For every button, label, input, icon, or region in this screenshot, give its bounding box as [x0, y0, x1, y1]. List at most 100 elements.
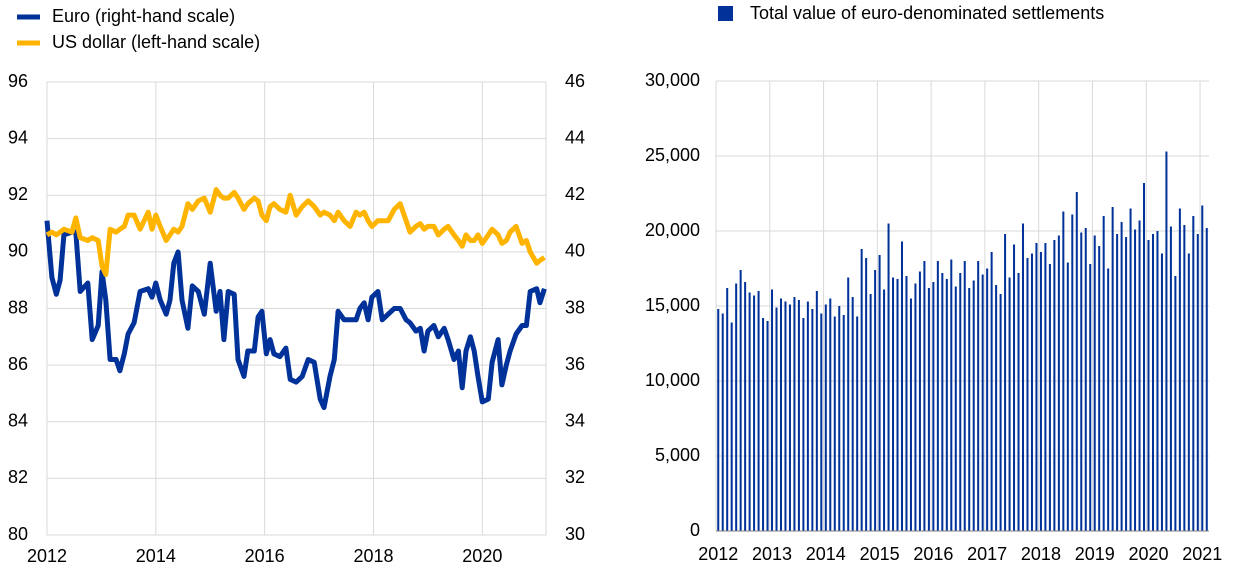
- bar: [1066, 262, 1069, 531]
- bar: [905, 276, 908, 531]
- y-tick-label: 96: [8, 71, 28, 91]
- bar: [1071, 214, 1074, 531]
- bar: [788, 304, 791, 531]
- legend-label: Euro (right-hand scale): [52, 6, 235, 26]
- bar: [842, 315, 845, 531]
- bar: [824, 304, 827, 531]
- bar: [771, 289, 774, 531]
- bar: [1116, 234, 1119, 531]
- bar: [748, 292, 751, 531]
- bar: [753, 295, 756, 531]
- x-tick-label: 2018: [1021, 544, 1061, 564]
- bar: [829, 298, 832, 531]
- y2-tick-label: 38: [565, 297, 585, 317]
- y-tick-label: 0: [690, 520, 700, 540]
- bar: [1196, 234, 1199, 531]
- bar: [1192, 216, 1195, 531]
- y-tick-label: 80: [8, 524, 28, 544]
- bar: [909, 298, 912, 531]
- bar: [1089, 264, 1092, 531]
- bar: [833, 316, 836, 531]
- series-line: [45, 187, 546, 277]
- bar: [1205, 228, 1208, 531]
- bar: [1151, 234, 1154, 531]
- y2-tick-label: 34: [565, 411, 585, 431]
- y-tick-label: 82: [8, 467, 28, 487]
- y2-tick-label: 30: [565, 524, 585, 544]
- x-tick-label: 2012: [27, 546, 67, 566]
- y2-tick-label: 40: [565, 241, 585, 261]
- bar: [1143, 183, 1146, 531]
- bar: [820, 313, 823, 531]
- x-tick-label: 2014: [136, 546, 176, 566]
- bar: [950, 259, 953, 531]
- bar: [1125, 237, 1128, 531]
- bar: [726, 288, 729, 531]
- bar: [860, 249, 863, 531]
- bar: [1165, 151, 1168, 531]
- bar: [1098, 246, 1101, 531]
- bar: [1102, 216, 1105, 531]
- x-tick-label: 2018: [353, 546, 393, 566]
- bar: [1075, 192, 1078, 531]
- bar: [739, 270, 742, 531]
- bar: [959, 273, 962, 531]
- bar: [954, 286, 957, 531]
- bar: [1004, 234, 1007, 531]
- x-tick-label: 2020: [1128, 544, 1168, 564]
- series-line: [44, 220, 547, 411]
- bar: [851, 297, 854, 531]
- x-tick-label: 2020: [462, 546, 502, 566]
- bar: [1138, 220, 1141, 531]
- bar: [1174, 276, 1177, 531]
- bar: [887, 223, 890, 531]
- bar: [900, 241, 904, 531]
- bar: [1039, 252, 1042, 531]
- bar: [963, 261, 966, 531]
- bar: [923, 261, 926, 531]
- bar: [878, 255, 881, 531]
- bar: [1084, 228, 1087, 531]
- bar: [717, 309, 720, 531]
- bar: [1147, 240, 1150, 531]
- bar: [1111, 207, 1114, 531]
- bar: [945, 279, 948, 531]
- bar: [802, 318, 805, 531]
- bar: [874, 270, 877, 531]
- bar: [1026, 258, 1029, 531]
- bar: [1120, 222, 1123, 531]
- bar: [1107, 268, 1110, 531]
- bar: [1169, 226, 1172, 531]
- bar: [1021, 223, 1025, 531]
- bar: [775, 307, 778, 531]
- bar: [1035, 243, 1038, 531]
- bar: [1013, 244, 1016, 531]
- bar: [990, 252, 993, 531]
- bar: [865, 258, 868, 531]
- bar: [1134, 229, 1137, 531]
- bar: [1080, 232, 1083, 531]
- bar: [896, 279, 899, 531]
- bar: [1057, 235, 1060, 531]
- plot-frame: [46, 81, 547, 536]
- x-tick-label: 2017: [967, 544, 1007, 564]
- bar: [815, 291, 818, 531]
- bar: [1187, 253, 1190, 531]
- y2-tick-label: 36: [565, 354, 585, 374]
- bar: [793, 297, 796, 531]
- bar: [1008, 277, 1011, 531]
- bar: [1178, 208, 1181, 531]
- y2-tick-label: 42: [565, 184, 585, 204]
- bar: [1201, 205, 1204, 531]
- x-tick-label: 2012: [698, 544, 738, 564]
- x-tick-label: 2021: [1182, 544, 1222, 564]
- bar: [1183, 225, 1186, 531]
- y-tick-label: 20,000: [645, 220, 700, 240]
- bar: [1093, 235, 1096, 531]
- bar: [941, 273, 944, 531]
- y-tick-label: 30,000: [645, 70, 700, 90]
- y-tick-label: 94: [8, 127, 28, 147]
- bar: [779, 298, 782, 531]
- bar: [1048, 264, 1051, 531]
